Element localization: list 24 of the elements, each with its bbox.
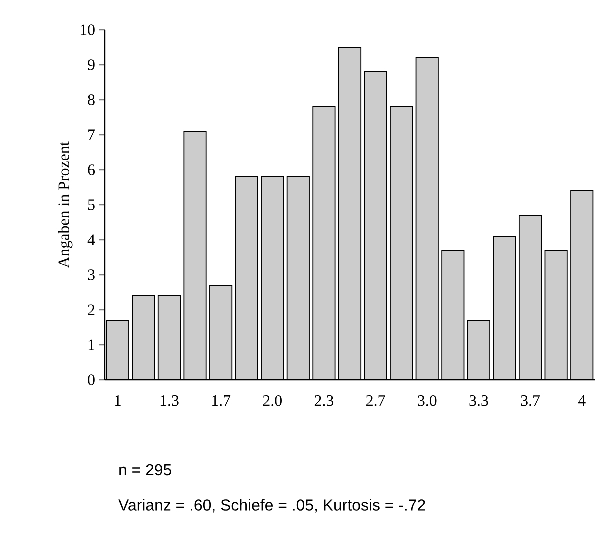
y-tick-label: 2 <box>88 304 95 316</box>
y-tick-label: 3 <box>88 270 95 280</box>
x-tick-label: 2.3 <box>314 395 334 406</box>
y-tick-label: 9 <box>88 60 95 70</box>
y-tick-label: 6 <box>88 164 96 176</box>
x-tick-label: 3.3 <box>470 395 488 406</box>
x-tick-label: 2.0 <box>263 395 282 406</box>
text: Varianz = .60, Schiefe = .05, Kurtosis = -.72 <box>118 499 426 513</box>
y-tick-label: 1 <box>88 340 95 350</box>
x-tick-label: 1.3 <box>160 395 179 406</box>
x-tick-label: 1.7 <box>212 395 231 406</box>
y-axis-title: Angaben in Prozent <box>58 142 73 268</box>
y-tick-label: 10 <box>80 24 95 36</box>
y-tick-label: 4 <box>88 234 96 246</box>
y-tick-label: 0 <box>88 374 95 386</box>
x-tick-label: 3.7 <box>521 395 540 406</box>
x-tick-label: 3.0 <box>418 395 437 406</box>
x-tick-label: 2.7 <box>366 395 386 406</box>
x-tick-label: 1 <box>115 395 121 406</box>
y-tick-label: 8 <box>88 94 95 106</box>
y-tick-label: 5 <box>88 200 95 210</box>
text: n = 295 <box>120 464 172 476</box>
x-tick-label: 4 <box>578 395 586 406</box>
y-tick-label: 7 <box>88 130 96 140</box>
